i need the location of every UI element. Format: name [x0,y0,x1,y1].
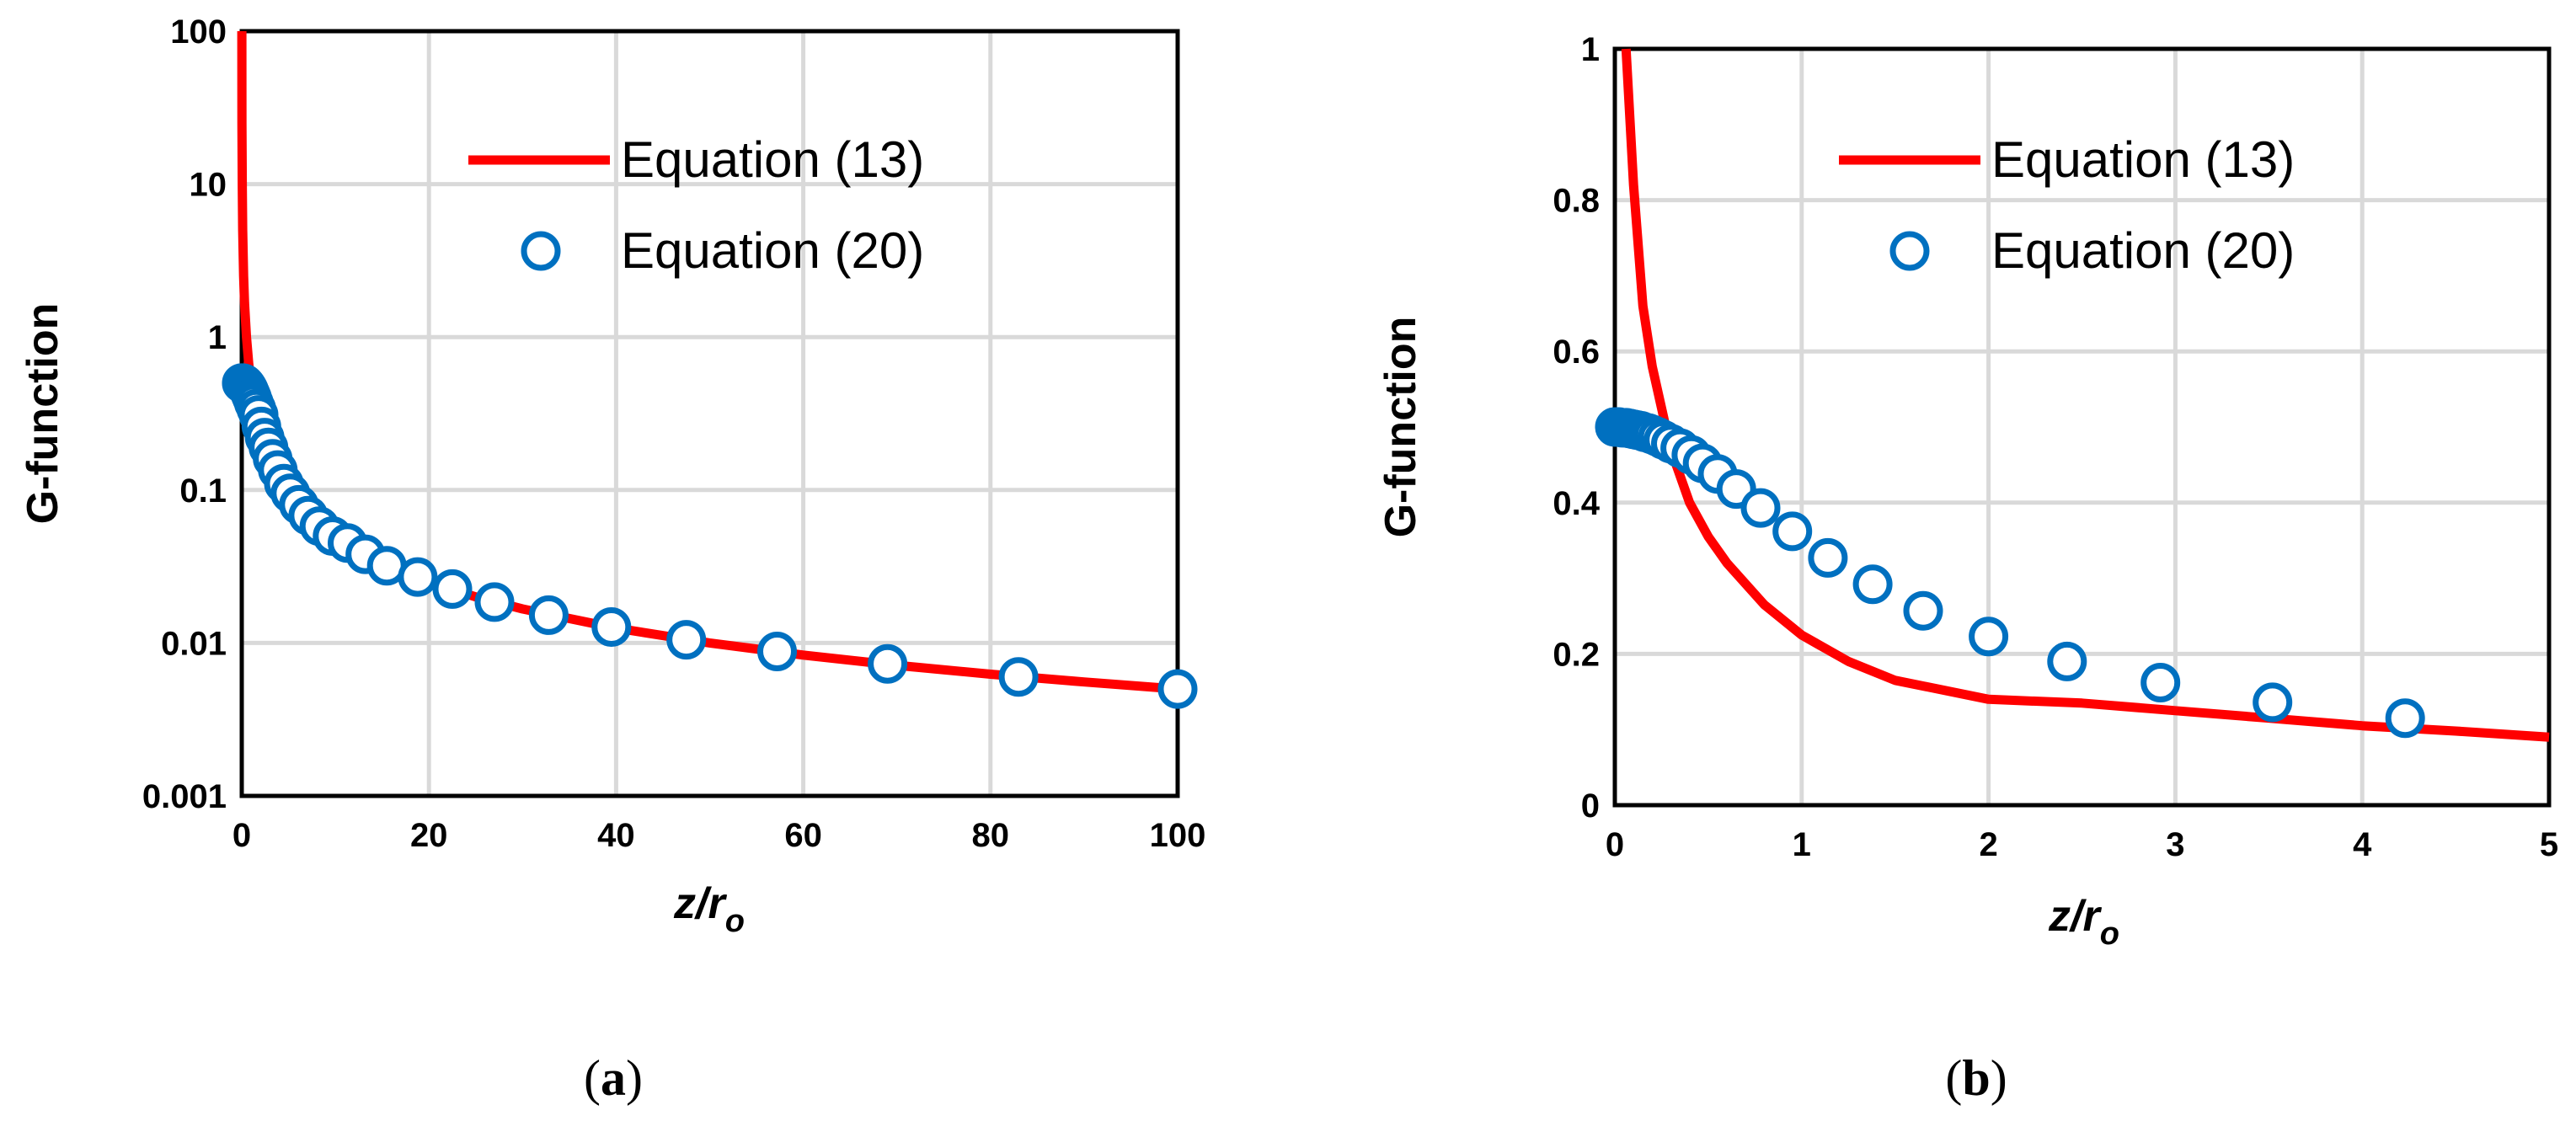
panel-label-b: (b) [1945,1050,2007,1106]
x-tick-label: 100 [1150,817,1206,854]
x-axis-title-a-main: z/r [673,879,727,928]
legend-a-marker-swatch [521,231,561,271]
data-point [1969,617,2009,657]
data-point [2253,682,2293,723]
y-tick-label: 1 [1581,31,1600,68]
y-tick-label: 0.1 [179,472,227,510]
data-point [1852,564,1893,605]
x-tick-label: 4 [2353,826,2372,863]
series-equation-13-a [237,30,1178,694]
data-point [868,643,908,684]
y-axis-title-b: G-function [1376,317,1425,538]
legend-a-label-equation-20: Equation (20) [621,222,924,279]
panel-a: 0.001 0.01 0.1 1 10 100 0 20 40 60 80 100 G-functi… [19,13,1205,1106]
data-point [666,620,707,660]
legend-b-marker-swatch [1889,231,1930,271]
x-axis-title-b-main: z/r [2048,892,2102,941]
series-equation-20-b [1595,407,2425,739]
data-point [432,569,473,609]
data-point [2047,641,2087,681]
y-tick-label: 1 [208,319,227,356]
panel-label-b-letter: b [1962,1050,1990,1106]
y-tick-label: 0.001 [142,778,227,815]
x-tick-label: 20 [410,817,448,854]
y-tick-label: 0 [1581,787,1600,825]
x-tick-label: 60 [784,817,822,854]
x-tick-labels-b: 0 1 2 3 4 5 [1606,826,2558,863]
legend-b-label-equation-20: Equation (20) [1991,222,2295,279]
x-axis-title-b: z/ro [2048,892,2119,952]
x-tick-label: 5 [2540,826,2558,863]
data-point [591,607,632,647]
y-tick-label: 0.2 [1553,636,1600,673]
x-axis-title-a-sub: o [725,904,745,939]
y-axis-title-a: G-function [19,303,67,525]
panel-label-a: (a) [584,1050,643,1106]
data-point [757,632,797,671]
x-tick-labels-a: 0 20 40 60 80 100 [232,817,1206,854]
x-axis-title-b-sub: o [2100,916,2119,952]
curve-line [237,30,1178,694]
x-tick-label: 80 [972,817,1010,854]
y-tick-label: 100 [170,13,227,51]
data-point [474,582,515,622]
data-point [1903,590,1943,631]
data-point [998,657,1039,697]
series-equation-20-a [222,363,1198,709]
y-tick-label: 0.01 [161,625,227,662]
x-tick-label: 40 [597,817,635,854]
x-tick-label: 0 [232,817,251,854]
y-tick-labels-b: 0 0.2 0.4 0.6 0.8 1 [1553,31,1600,825]
y-tick-label: 10 [190,167,227,204]
x-tick-label: 3 [2166,826,2184,863]
x-tick-label: 0 [1606,826,1624,863]
panel-b: 0 0.2 0.4 0.6 0.8 1 0 1 2 3 4 5 G-function z/ro Eq… [1376,31,2558,1106]
panel-label-a-letter: a [601,1050,626,1106]
y-tick-label: 0.8 [1553,183,1600,220]
legend-b-label-equation-13: Equation (13) [1991,131,2295,188]
y-tick-label: 0.6 [1553,334,1600,371]
legend-b: Equation (13) Equation (20) [1839,131,2295,279]
data-point [2385,698,2425,739]
data-point [2140,663,2181,702]
data-point [1157,669,1198,709]
x-tick-label: 1 [1793,826,1811,863]
data-point [528,595,569,635]
legend-a-label-equation-13: Equation (13) [621,131,924,188]
data-point [398,557,438,597]
y-tick-labels-a: 0.001 0.01 0.1 1 10 100 [142,13,227,815]
data-point [1740,488,1781,528]
x-tick-label: 2 [1979,826,1997,863]
x-axis-title-a: z/ro [673,879,745,939]
data-point [1808,537,1848,578]
y-tick-label: 0.4 [1553,485,1600,522]
legend-a: Equation (13) Equation (20) [468,131,924,279]
data-point [1772,511,1813,552]
